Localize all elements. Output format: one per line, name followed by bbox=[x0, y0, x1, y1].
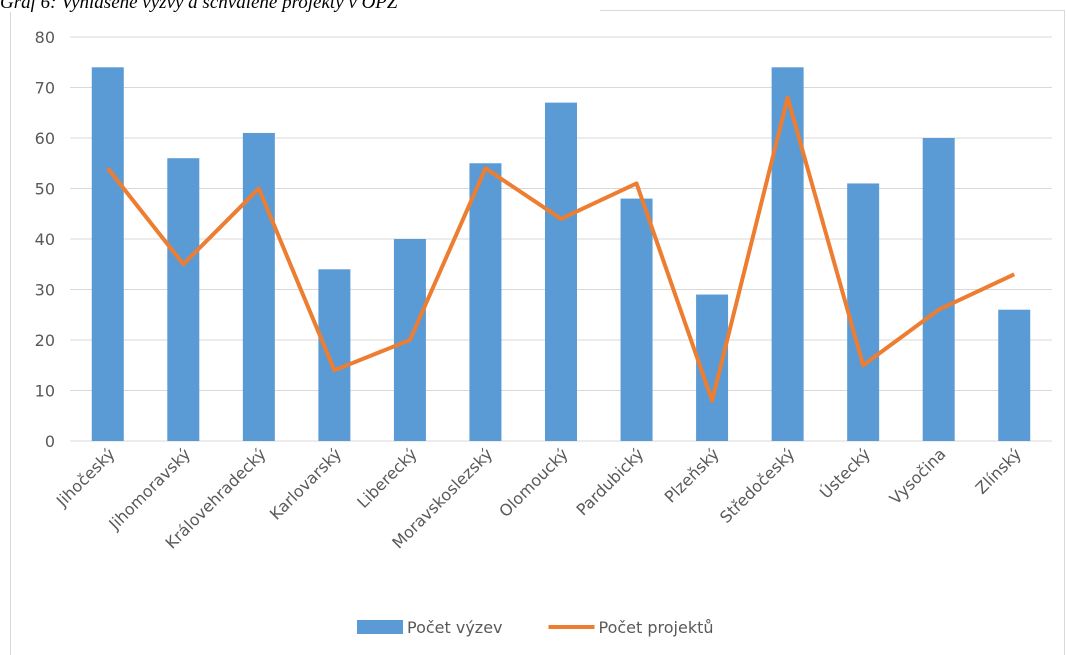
y-tick-label: 60 bbox=[35, 129, 55, 148]
bar bbox=[545, 102, 577, 442]
y-tick-label: 70 bbox=[35, 79, 55, 98]
y-tick-label: 30 bbox=[35, 281, 55, 300]
bar bbox=[847, 183, 880, 441]
legend-swatch bbox=[357, 620, 403, 634]
bar bbox=[922, 138, 955, 441]
bar bbox=[771, 67, 804, 442]
bar bbox=[242, 132, 275, 441]
y-tick-label: 40 bbox=[35, 230, 55, 249]
bar bbox=[318, 269, 351, 441]
bar bbox=[998, 309, 1031, 441]
y-tick-label: 10 bbox=[35, 382, 55, 401]
title-background bbox=[0, 0, 600, 12]
y-tick-label: 50 bbox=[35, 180, 55, 199]
y-tick-label: 80 bbox=[35, 28, 55, 47]
legend-label: Počet výzev bbox=[407, 618, 503, 637]
bar bbox=[167, 158, 200, 441]
bar bbox=[620, 198, 653, 441]
bar bbox=[91, 67, 124, 442]
y-tick-label: 20 bbox=[35, 331, 55, 350]
bar bbox=[469, 163, 502, 441]
line bbox=[106, 95, 1016, 403]
y-tick-label: 0 bbox=[45, 432, 55, 451]
legend-label: Počet projektů bbox=[599, 618, 714, 637]
chart-title: Graf 6: Vyhlášené výzvy a schválené proj… bbox=[0, 0, 398, 13]
